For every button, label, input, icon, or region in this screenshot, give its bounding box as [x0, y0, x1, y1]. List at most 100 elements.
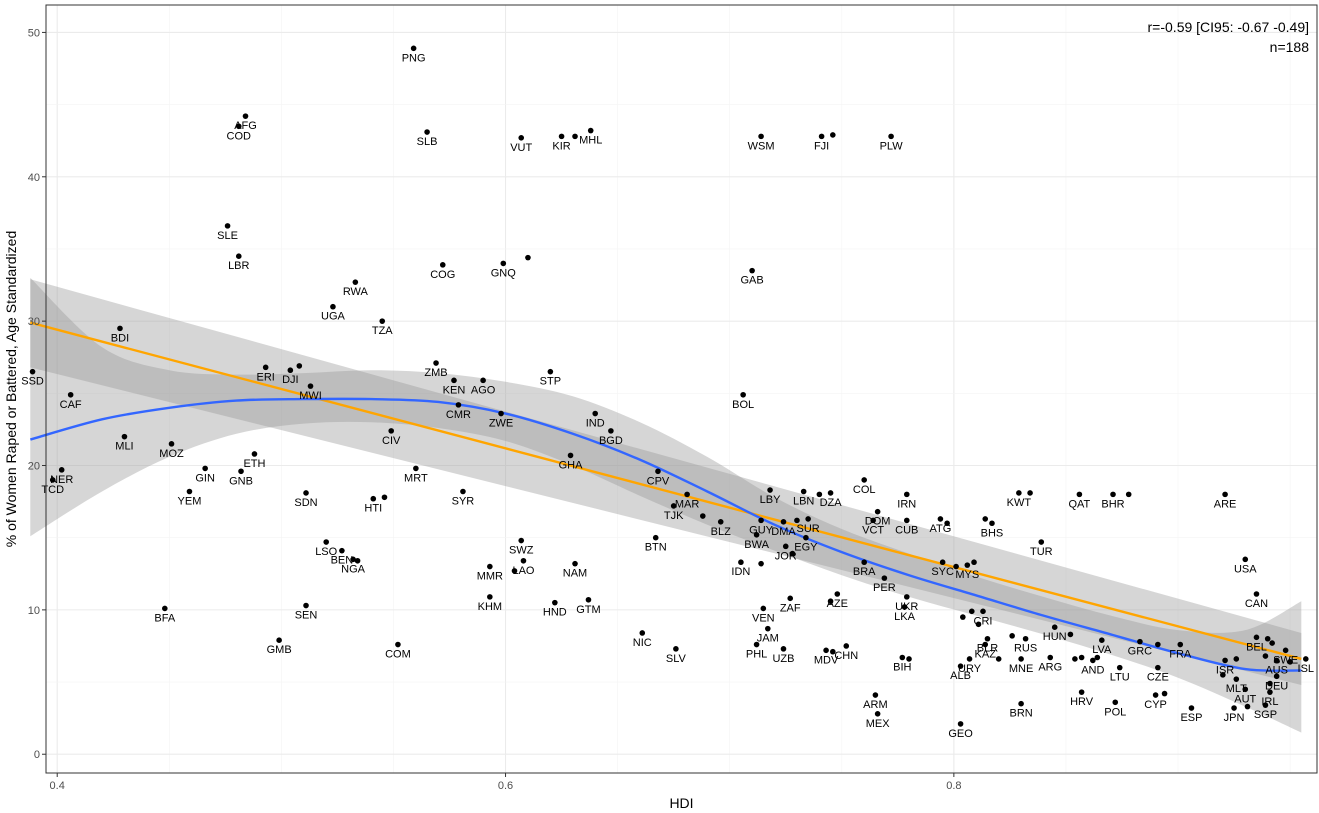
point-label: TZA — [372, 325, 393, 337]
point-label: DOM — [865, 516, 891, 528]
data-point — [1155, 641, 1161, 648]
data-point — [1244, 703, 1251, 710]
data-point — [830, 648, 836, 655]
point-label: GEO — [948, 728, 973, 740]
point-label: SYC — [931, 566, 954, 578]
data-point — [1302, 656, 1309, 662]
data-point — [370, 495, 377, 502]
data-point — [995, 656, 1002, 662]
point-label: GHA — [559, 459, 584, 471]
point-label: NGA — [341, 563, 366, 575]
data-point — [439, 262, 446, 268]
point-label: SSD — [21, 376, 44, 388]
point-label: BWA — [744, 539, 769, 551]
point-label: CAN — [1245, 598, 1268, 610]
point-label: KHM — [478, 601, 502, 613]
data-point — [1152, 692, 1159, 698]
point-label: NIC — [633, 637, 652, 649]
data-point — [487, 594, 493, 600]
data-point — [903, 594, 910, 600]
point-label: LBR — [228, 260, 249, 272]
data-point — [861, 559, 867, 566]
data-point — [379, 318, 386, 324]
point-label: LTU — [1110, 672, 1130, 684]
point-label: GNQ — [491, 267, 517, 279]
point-label: FJI — [814, 140, 829, 152]
data-point — [874, 508, 881, 515]
point-label: SUR — [797, 523, 820, 535]
point-label: CRI — [974, 615, 993, 627]
data-point — [455, 402, 462, 408]
point-label: SYR — [452, 495, 475, 507]
data-point — [717, 519, 724, 525]
data-point — [989, 520, 995, 527]
data-point — [903, 517, 910, 524]
data-point — [870, 517, 876, 524]
data-point — [388, 428, 395, 434]
data-point — [1242, 686, 1249, 693]
point-label: QAT — [1068, 498, 1090, 510]
point-label: BHR — [1101, 498, 1124, 510]
fit-band-loess — [30, 277, 1302, 733]
x-tick-label: 0.4 — [50, 780, 65, 792]
data-point — [1222, 657, 1228, 664]
point-label: MEX — [866, 718, 891, 730]
data-point — [789, 550, 796, 557]
point-label: JOR — [775, 550, 797, 562]
data-point — [1116, 664, 1123, 671]
point-label: BLR — [977, 643, 998, 655]
point-label: DJI — [282, 374, 299, 386]
data-point — [805, 516, 811, 522]
y-tick-label: 40 — [28, 172, 40, 184]
confidence-bands — [30, 277, 1302, 733]
data-point — [830, 132, 836, 138]
data-point — [861, 477, 867, 483]
sample-size-annotation: n=188 — [1270, 39, 1310, 55]
point-label: COG — [430, 269, 455, 281]
data-point — [765, 625, 771, 632]
data-point — [753, 532, 760, 538]
data-point — [834, 591, 841, 597]
data-point — [1233, 656, 1240, 662]
fit-lines — [29, 321, 1302, 672]
data-point — [460, 488, 466, 495]
data-point — [202, 465, 208, 472]
data-point — [520, 557, 527, 564]
point-label: GMB — [267, 644, 292, 656]
point-label: MAR — [675, 498, 700, 510]
point-label: BOL — [732, 399, 754, 411]
point-label: GIN — [195, 472, 215, 484]
point-label: LKA — [894, 611, 915, 623]
y-tick-label: 20 — [28, 461, 40, 473]
point-label: VEN — [752, 612, 775, 624]
data-point — [1067, 631, 1074, 638]
point-label: ALB — [950, 670, 971, 682]
point-label: SGP — [1254, 709, 1277, 721]
data-point — [888, 133, 894, 140]
fit-line-loess — [29, 397, 1302, 672]
data-point — [58, 467, 65, 473]
data-point — [498, 410, 504, 417]
data-point — [906, 656, 912, 662]
data-point — [296, 363, 303, 369]
data-point — [639, 630, 646, 636]
data-point — [939, 559, 946, 566]
data-point — [937, 516, 944, 522]
data-point — [753, 641, 760, 648]
data-point — [794, 517, 800, 524]
data-point — [1018, 656, 1024, 662]
point-label: KWT — [1007, 497, 1032, 509]
point-label: MLI — [115, 441, 133, 453]
data-point — [1076, 491, 1083, 498]
point-label: URY — [958, 663, 982, 675]
data-point — [587, 127, 594, 134]
data-point — [547, 368, 554, 375]
data-point — [758, 133, 764, 140]
data-point — [592, 410, 598, 417]
point-label: HUN — [1043, 631, 1067, 643]
point-label: MNE — [1009, 663, 1033, 675]
point-label: HTI — [364, 503, 382, 515]
fit-band-linear — [30, 279, 1302, 685]
data-point — [944, 520, 950, 527]
